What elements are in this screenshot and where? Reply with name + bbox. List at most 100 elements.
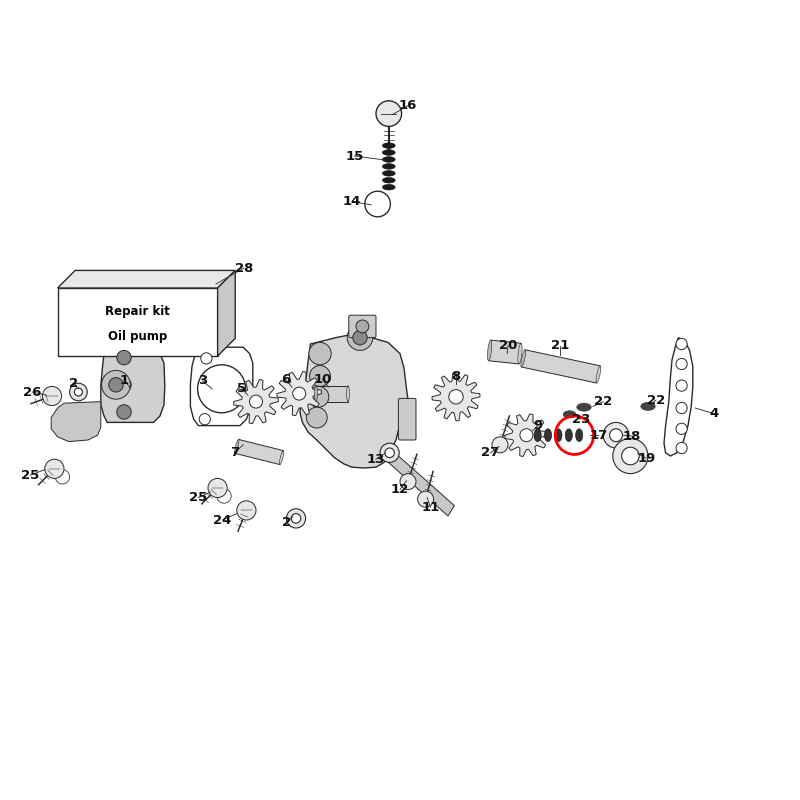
Text: 24: 24 <box>214 514 231 526</box>
Polygon shape <box>300 334 408 468</box>
Polygon shape <box>505 414 548 457</box>
Circle shape <box>310 366 330 386</box>
Text: 22: 22 <box>594 395 612 408</box>
Circle shape <box>250 395 262 408</box>
Ellipse shape <box>234 439 239 454</box>
Text: 23: 23 <box>572 413 590 426</box>
Text: 10: 10 <box>314 373 331 386</box>
Polygon shape <box>235 439 283 465</box>
Text: 17: 17 <box>590 429 607 442</box>
Circle shape <box>74 388 82 396</box>
Ellipse shape <box>382 178 395 183</box>
Ellipse shape <box>563 411 576 418</box>
Ellipse shape <box>555 429 562 442</box>
Circle shape <box>117 378 131 392</box>
Text: 2: 2 <box>69 377 78 390</box>
Text: 11: 11 <box>422 501 439 514</box>
Text: 8: 8 <box>451 370 461 382</box>
Text: 21: 21 <box>551 339 569 352</box>
Circle shape <box>676 402 687 414</box>
Text: 22: 22 <box>647 394 665 406</box>
Ellipse shape <box>382 170 395 176</box>
Text: 5: 5 <box>237 382 246 395</box>
Circle shape <box>676 338 687 350</box>
Circle shape <box>199 414 210 425</box>
Circle shape <box>308 386 329 407</box>
FancyBboxPatch shape <box>398 398 416 440</box>
Circle shape <box>418 491 434 507</box>
Circle shape <box>109 378 123 392</box>
Circle shape <box>622 447 639 465</box>
Circle shape <box>198 365 246 413</box>
Circle shape <box>208 478 227 498</box>
Circle shape <box>380 443 399 462</box>
Ellipse shape <box>518 343 522 364</box>
Circle shape <box>291 514 301 523</box>
Text: 16: 16 <box>399 99 417 112</box>
Circle shape <box>70 383 87 401</box>
Ellipse shape <box>521 350 526 367</box>
Polygon shape <box>58 288 218 356</box>
Text: 25: 25 <box>190 491 207 504</box>
Text: 9: 9 <box>533 419 542 432</box>
Circle shape <box>676 442 687 454</box>
Circle shape <box>520 429 533 442</box>
Polygon shape <box>218 270 235 356</box>
Circle shape <box>492 437 508 453</box>
Circle shape <box>347 325 373 350</box>
Polygon shape <box>382 448 454 516</box>
FancyBboxPatch shape <box>349 315 376 338</box>
Polygon shape <box>489 340 521 364</box>
Polygon shape <box>58 270 235 288</box>
Ellipse shape <box>544 429 552 442</box>
Ellipse shape <box>382 185 395 190</box>
Circle shape <box>356 320 369 333</box>
Text: 12: 12 <box>391 483 409 496</box>
Circle shape <box>676 423 687 434</box>
Text: 18: 18 <box>623 430 641 442</box>
Ellipse shape <box>382 143 395 149</box>
Text: 26: 26 <box>23 386 41 398</box>
Circle shape <box>286 509 306 528</box>
Circle shape <box>400 474 416 490</box>
Circle shape <box>117 350 131 365</box>
Text: Oil pump: Oil pump <box>108 330 167 343</box>
Ellipse shape <box>314 386 318 402</box>
Circle shape <box>237 501 256 520</box>
Ellipse shape <box>382 164 395 170</box>
Circle shape <box>676 358 687 370</box>
Text: 13: 13 <box>367 453 385 466</box>
Circle shape <box>676 380 687 391</box>
Circle shape <box>365 191 390 217</box>
Polygon shape <box>51 402 101 442</box>
Circle shape <box>385 448 394 458</box>
Ellipse shape <box>382 157 395 162</box>
Polygon shape <box>190 347 253 426</box>
Polygon shape <box>522 350 600 383</box>
Polygon shape <box>316 386 348 402</box>
Ellipse shape <box>534 429 541 442</box>
Circle shape <box>613 438 648 474</box>
Circle shape <box>217 489 231 503</box>
Polygon shape <box>234 379 278 424</box>
Text: 7: 7 <box>230 446 239 459</box>
Circle shape <box>603 422 629 448</box>
Circle shape <box>449 390 463 404</box>
Ellipse shape <box>641 402 655 410</box>
Ellipse shape <box>596 366 601 383</box>
Circle shape <box>102 370 130 399</box>
Text: 15: 15 <box>346 150 363 162</box>
Text: Repair kit: Repair kit <box>105 306 170 318</box>
Ellipse shape <box>575 429 582 442</box>
Ellipse shape <box>346 386 350 402</box>
Text: 6: 6 <box>281 373 290 386</box>
Ellipse shape <box>279 450 284 465</box>
Text: 27: 27 <box>482 446 499 459</box>
Text: 3: 3 <box>198 374 207 387</box>
Circle shape <box>201 353 212 364</box>
Text: 25: 25 <box>22 469 39 482</box>
Polygon shape <box>101 347 165 422</box>
Circle shape <box>117 405 131 419</box>
Ellipse shape <box>382 150 395 155</box>
Text: 4: 4 <box>709 407 718 420</box>
